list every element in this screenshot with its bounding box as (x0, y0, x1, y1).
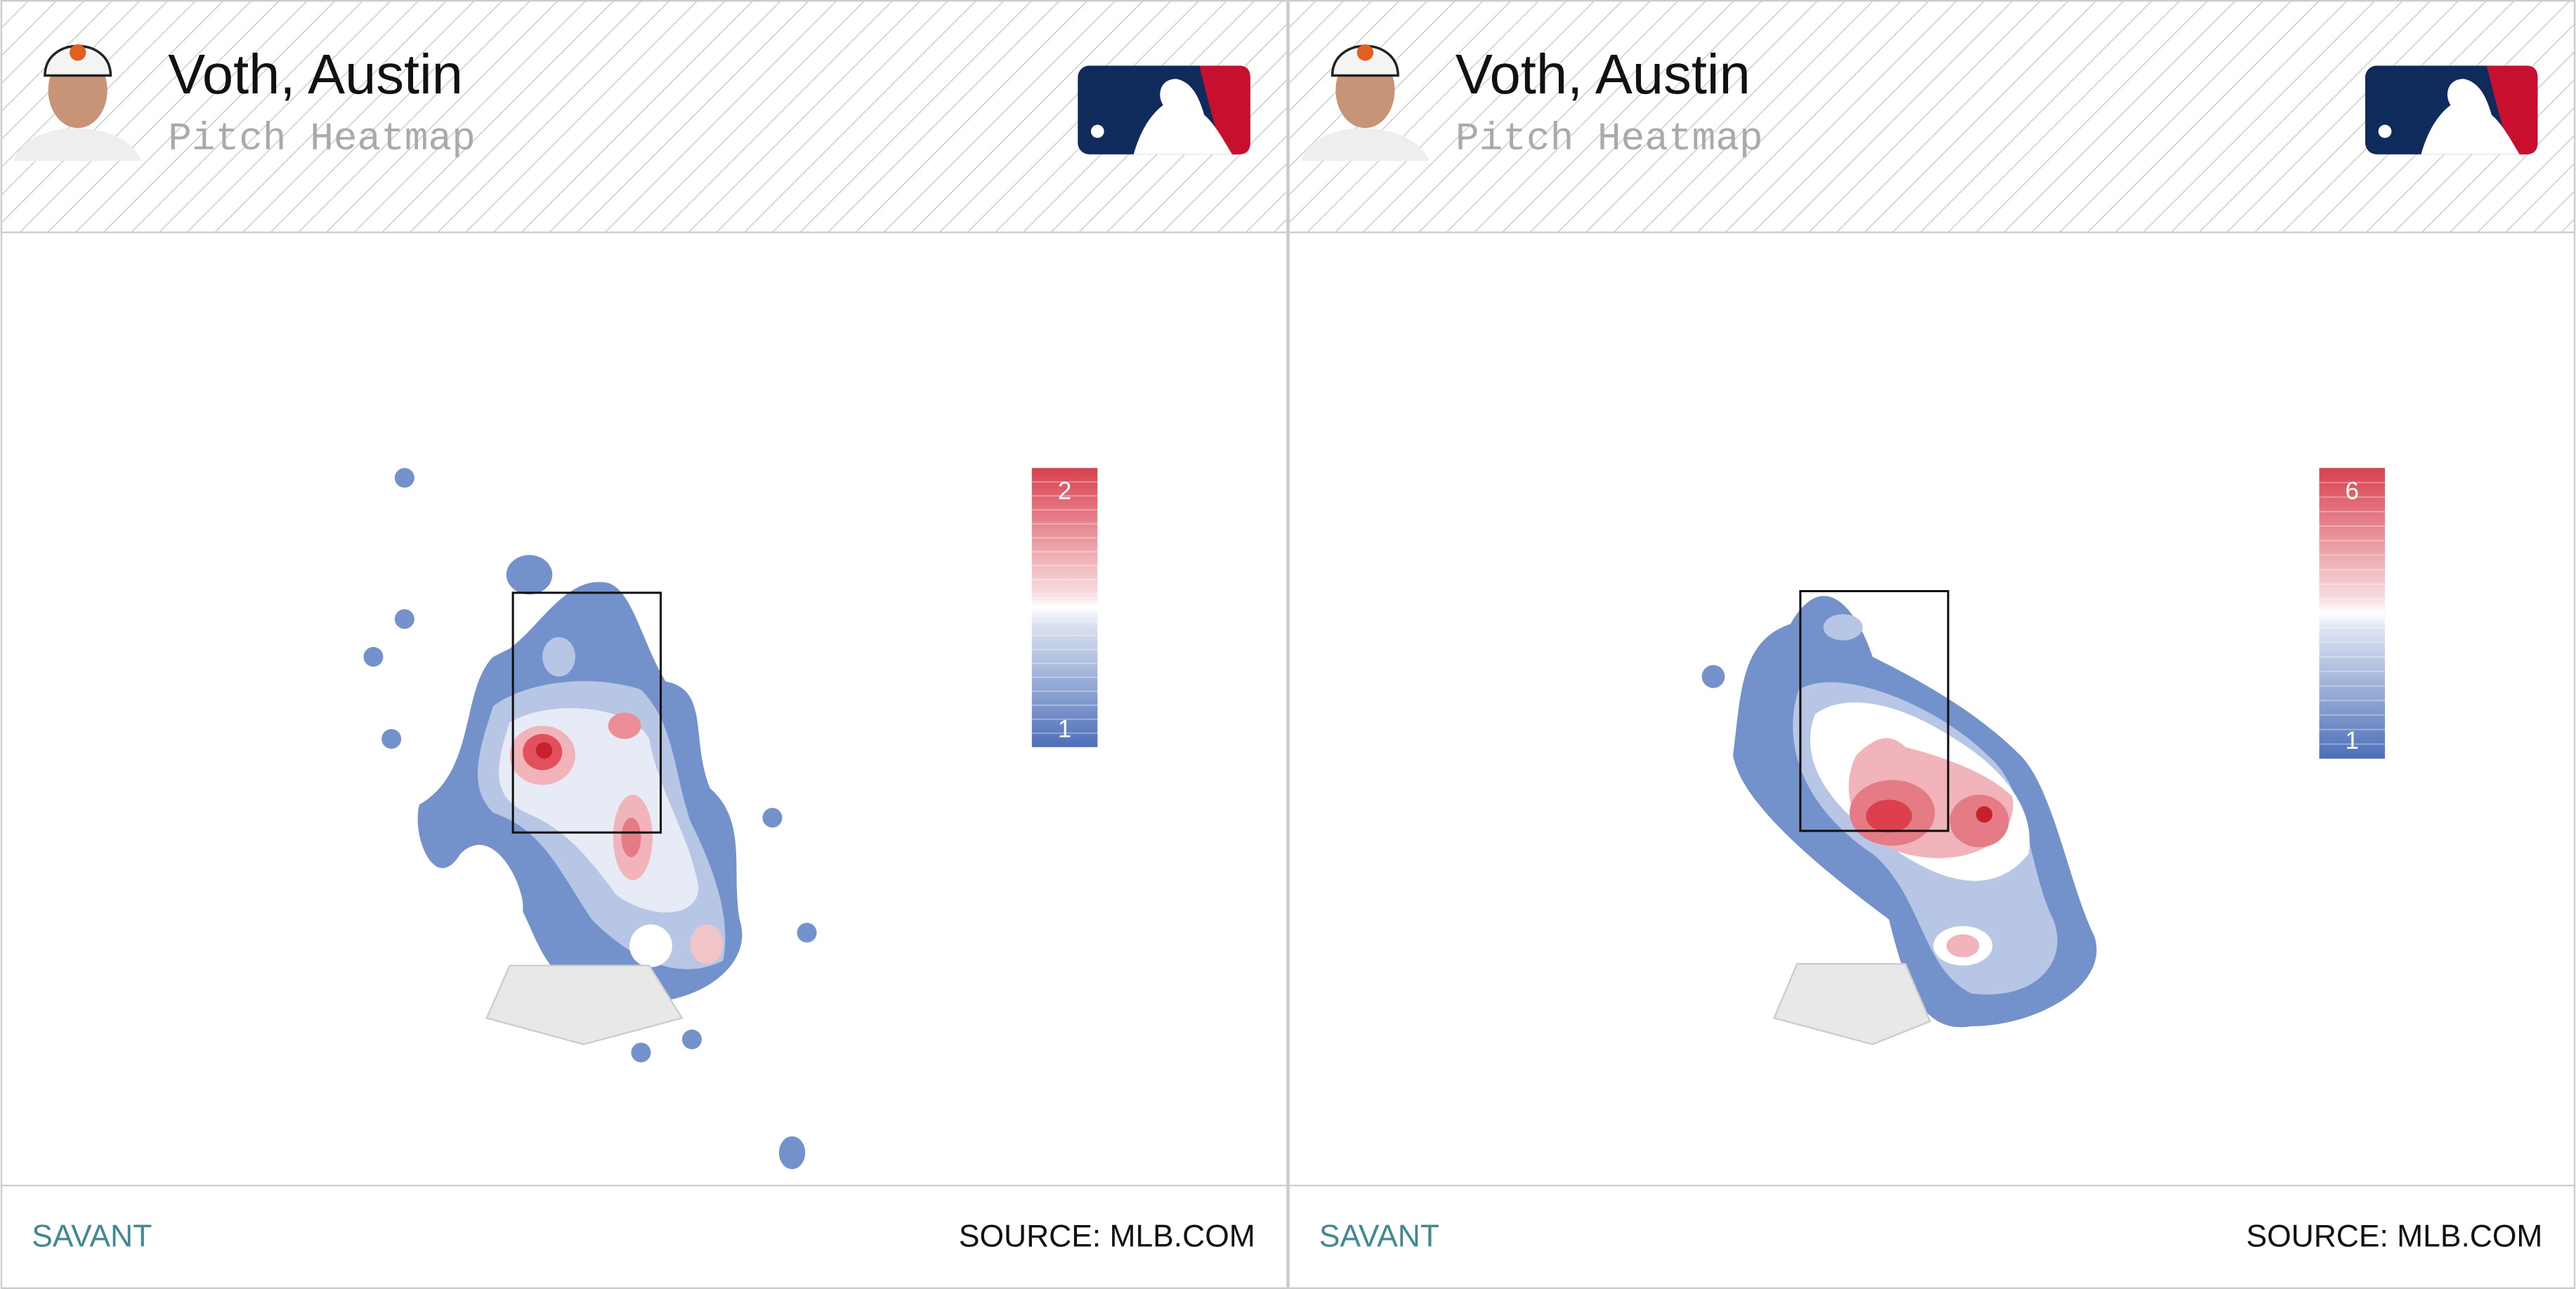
subtitle: Pitch Heatmap (168, 117, 476, 162)
legend-min: 1 (2346, 727, 2360, 754)
logo-player (2421, 79, 2520, 155)
logo-red (2486, 65, 2538, 155)
headshot-body (1301, 128, 1430, 162)
logo-ball (1090, 124, 1104, 138)
cap-logo (1356, 44, 1374, 61)
heatmap-right (1701, 590, 2097, 1045)
mlb-logo (2365, 65, 2538, 155)
legend-max: 2 (1058, 478, 1072, 505)
footer-source: SOURCE: MLB.COM (959, 1219, 1255, 1253)
panel: Voth, Austin Pitch Heatmap 6 1 SAVANT SOURCE:… (1288, 0, 2576, 1289)
footer-brand: SAVANT (32, 1219, 152, 1253)
legend-max: 6 (2346, 478, 2360, 505)
player-name: Voth, Austin (168, 43, 463, 105)
player-name: Voth, Austin (1456, 43, 1751, 105)
header (0, 0, 1288, 233)
logo-red (1199, 65, 1250, 155)
headshot-body (13, 128, 142, 162)
heatmap-left (363, 468, 817, 1170)
logo-ball (2378, 124, 2392, 138)
footer-brand: SAVANT (1319, 1219, 1439, 1253)
logo-player (1133, 79, 1233, 155)
panel: Voth, Austin Pitch Heatmap 2 1 SAVANT SOURCE:… (0, 0, 1288, 1289)
mlb-logo (1078, 65, 1250, 155)
headshot (1301, 44, 1430, 162)
legend-bar (2319, 468, 2386, 759)
subtitle: Pitch Heatmap (1456, 117, 1763, 162)
header (1288, 0, 2576, 233)
legend-bar (1031, 468, 1098, 747)
headshot (13, 44, 142, 162)
footer-source: SOURCE: MLB.COM (2247, 1219, 2543, 1253)
cap-logo (70, 44, 86, 61)
legend-min: 1 (1058, 715, 1072, 742)
